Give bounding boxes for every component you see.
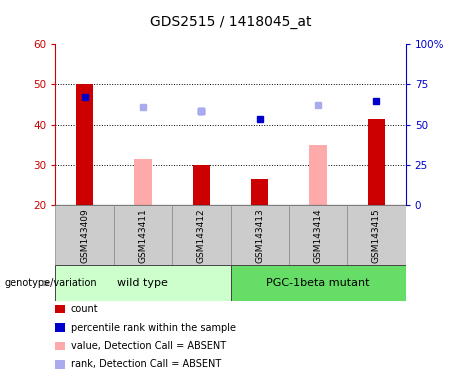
Text: GSM143409: GSM143409 (80, 208, 89, 263)
Bar (289, 205, 347, 265)
Bar (230, 205, 289, 265)
Bar (55, 205, 114, 265)
Text: wild type: wild type (118, 278, 168, 288)
Bar (55, 265, 230, 301)
Text: genotype/variation: genotype/variation (5, 278, 97, 288)
Text: PGC-1beta mutant: PGC-1beta mutant (266, 278, 370, 288)
Bar (368, 119, 385, 205)
Text: GDS2515 / 1418045_at: GDS2515 / 1418045_at (150, 15, 311, 29)
Text: GSM143414: GSM143414 (313, 208, 323, 263)
Text: value, Detection Call = ABSENT: value, Detection Call = ABSENT (71, 341, 226, 351)
Bar (347, 205, 406, 265)
Bar (309, 145, 327, 205)
Bar (172, 205, 230, 265)
Bar (134, 159, 152, 205)
Text: GSM143412: GSM143412 (197, 208, 206, 263)
Bar (251, 179, 268, 205)
Text: GSM143413: GSM143413 (255, 208, 264, 263)
Text: percentile rank within the sample: percentile rank within the sample (71, 323, 236, 333)
Bar (230, 265, 406, 301)
Bar (76, 84, 93, 205)
Bar (114, 205, 172, 265)
Text: rank, Detection Call = ABSENT: rank, Detection Call = ABSENT (71, 359, 221, 369)
Text: count: count (71, 304, 99, 314)
Text: GSM143415: GSM143415 (372, 208, 381, 263)
Text: GSM143411: GSM143411 (138, 208, 148, 263)
Bar (193, 165, 210, 205)
